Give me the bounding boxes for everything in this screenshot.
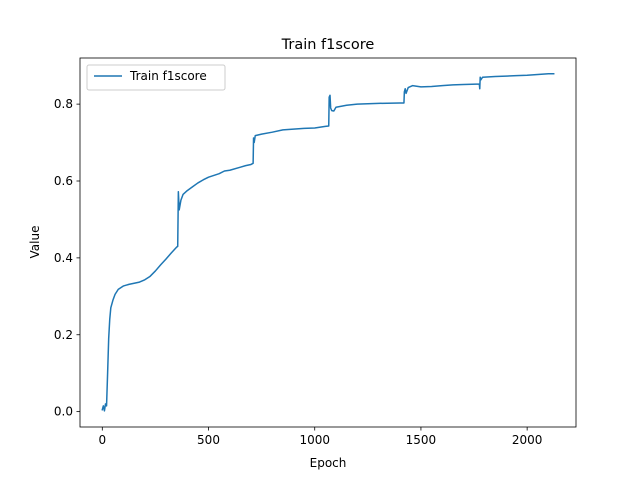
y-tick-label: 0.2 bbox=[54, 328, 73, 342]
series-line-0 bbox=[101, 73, 555, 412]
legend: Train f1score bbox=[86, 64, 226, 91]
x-tick-label: 1500 bbox=[406, 433, 437, 447]
y-tick-label: 0.6 bbox=[54, 174, 73, 188]
y-tick-label: 0.4 bbox=[54, 251, 73, 265]
y-tick-label: 0.8 bbox=[54, 97, 73, 111]
x-tick-label: 1000 bbox=[299, 433, 330, 447]
plot-frame bbox=[79, 57, 577, 428]
y-tick-label: 0.0 bbox=[54, 405, 73, 419]
y-axis-label: Value bbox=[28, 226, 42, 259]
legend-box bbox=[86, 64, 226, 91]
x-tick-label: 0 bbox=[98, 433, 106, 447]
x-tick-label: 500 bbox=[197, 433, 220, 447]
x-tick-label: 2000 bbox=[512, 433, 543, 447]
x-axis-label: Epoch bbox=[310, 456, 347, 470]
chart-title: Train f1score bbox=[281, 37, 375, 53]
legend-label: Train f1score bbox=[129, 69, 207, 83]
